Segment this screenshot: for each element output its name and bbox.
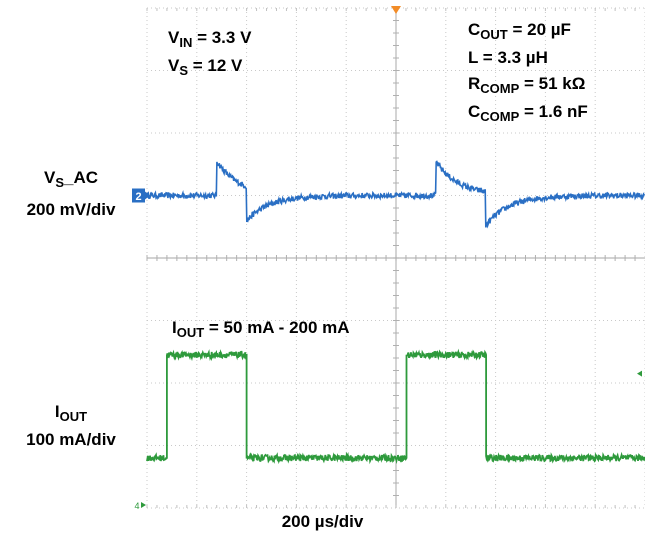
iout-range-label: IOUT = 50 mA - 200 mA — [172, 318, 350, 340]
inductance-label: L = 3.3 µH — [468, 48, 548, 67]
ch2-scale-label: 100 mA/div — [26, 430, 116, 449]
ch2-marker-arrow — [141, 502, 146, 508]
iout-trace — [146, 348, 645, 465]
ch1-name-label: VS_AC — [43, 168, 99, 190]
ch2-name-label: IOUT — [54, 402, 88, 424]
ch1-scale-label: 200 mV/div — [26, 200, 116, 219]
ccomp-label: CCOMP = 1.6 nF — [468, 102, 588, 124]
cout-label: COUT = 20 µF — [468, 20, 571, 42]
markers: 24 — [132, 6, 642, 511]
ch1-marker-arrow — [145, 191, 150, 200]
vs-label: VS = 12 V — [168, 56, 243, 78]
timebase-label: 200 µs/div — [281, 512, 364, 531]
ch2-reference-arrow — [637, 370, 642, 377]
trigger-position-marker — [391, 6, 401, 14]
vin-label: VIN = 3.3 V — [168, 28, 252, 50]
traces — [146, 160, 645, 465]
vs-ac-trace — [146, 160, 645, 229]
ch2-marker-number: 4 — [134, 501, 139, 511]
rcomp-label: RCOMP = 51 kΩ — [468, 74, 586, 96]
graticule — [146, 7, 645, 509]
ch1-marker-number: 2 — [135, 191, 141, 203]
ch1-ground-marker — [132, 188, 145, 203]
